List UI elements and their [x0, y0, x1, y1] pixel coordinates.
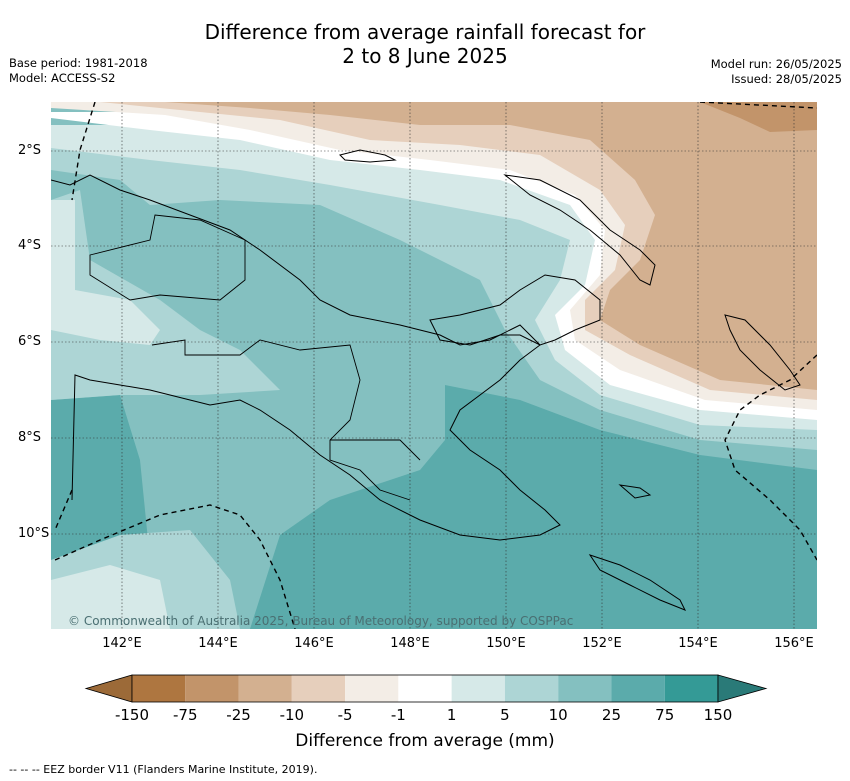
colorbar-tick-label: 10: [548, 706, 568, 724]
fergusson-island: [618, 484, 652, 499]
x-tick: 156°E: [774, 636, 814, 651]
colorbar-swatch: [664, 675, 718, 702]
colorbar-extend-low: [84, 674, 133, 703]
band-1-5-west: [51, 200, 160, 345]
base-period: Base period: 1981-2018: [9, 56, 148, 70]
band-neg-25-75: [700, 102, 817, 132]
colorbar-swatch: [398, 675, 452, 702]
provincial-borders: [89, 214, 421, 501]
colorbar-tick-label: -5: [337, 706, 353, 724]
title-line-1: Difference from average rainfall forecas…: [204, 20, 646, 44]
colorbar-tick-label: 25: [601, 706, 621, 724]
milne-bay-islands: [588, 554, 687, 611]
y-tick: 6°S: [18, 334, 42, 349]
manus-coast: [339, 149, 397, 163]
band-1-5-sw: [51, 565, 170, 629]
new-ireland-coast: [503, 174, 656, 286]
map-title: Difference from average rainfall forecas…: [0, 20, 850, 68]
bougainville-coast: [724, 314, 801, 391]
colorbar-swatch: [185, 675, 239, 702]
map-panel: [51, 102, 817, 629]
meta-left: Base period: 1981-2018 Model: ACCESS-S2: [9, 56, 148, 86]
new-guinea-coast: [51, 174, 561, 541]
colorbar-title: Difference from average (mm): [295, 731, 555, 751]
colorbar-swatch: [132, 675, 186, 702]
colorbar-swatch: [291, 675, 346, 702]
y-tick: 4°S: [18, 238, 42, 253]
colorbar-tick-label: 150: [703, 706, 733, 724]
colorbar-swatch: [238, 675, 292, 702]
colorbar-swatch: [611, 675, 665, 702]
colorbar-tick-label: -1: [390, 706, 406, 724]
graticule: [51, 102, 817, 629]
y-tick: 8°S: [18, 430, 42, 445]
x-tick: 148°E: [390, 636, 430, 651]
band-25-75: [250, 385, 817, 629]
copyright-notice: © Commonwealth of Australia 2025, Bureau…: [68, 614, 574, 628]
x-tick: 152°E: [582, 636, 622, 651]
colorbar-tick-label: 75: [655, 706, 675, 724]
title-line-2: 2 to 8 June 2025: [342, 44, 508, 68]
x-tick: 154°E: [678, 636, 718, 651]
colorbar-swatch: [558, 675, 612, 702]
meta-right: Model run: 26/05/2025 Issued: 28/05/2025: [711, 57, 842, 87]
x-tick: 142°E: [102, 636, 142, 651]
eez-footnote: -- -- -- EEZ border V11 (Flanders Marine…: [9, 763, 318, 776]
y-tick: 2°S: [18, 143, 42, 158]
colorbar-tick-label: -75: [173, 706, 198, 724]
band-5-10-west: [51, 190, 280, 400]
colorbar-swatch: [345, 675, 399, 702]
colorbar-tick-label: -25: [226, 706, 251, 724]
x-tick: 146°E: [294, 636, 334, 651]
issued-date: Issued: 28/05/2025: [731, 72, 842, 86]
colorbar-swatch: [504, 675, 559, 702]
model-name: Model: ACCESS-S2: [9, 71, 116, 85]
colorbar-tick-label: -10: [279, 706, 305, 724]
colorbar-swatch: [451, 675, 505, 702]
colorbar-extend-high: [717, 674, 768, 703]
x-tick: 144°E: [198, 636, 238, 651]
colorbar: [84, 674, 768, 703]
colorbar-tick-label: -150: [114, 706, 150, 724]
x-tick: 150°E: [486, 636, 526, 651]
new-britain-coast: [429, 274, 601, 346]
eez-borders: [54, 102, 817, 629]
colorbar-tick-label: 1: [446, 706, 457, 724]
y-tick: 10°S: [18, 526, 50, 541]
model-run: Model run: 26/05/2025: [710, 57, 842, 71]
band-neg-10-25: [165, 102, 817, 390]
colorbar-tick-label: 5: [500, 706, 510, 724]
coastlines: [51, 149, 801, 611]
